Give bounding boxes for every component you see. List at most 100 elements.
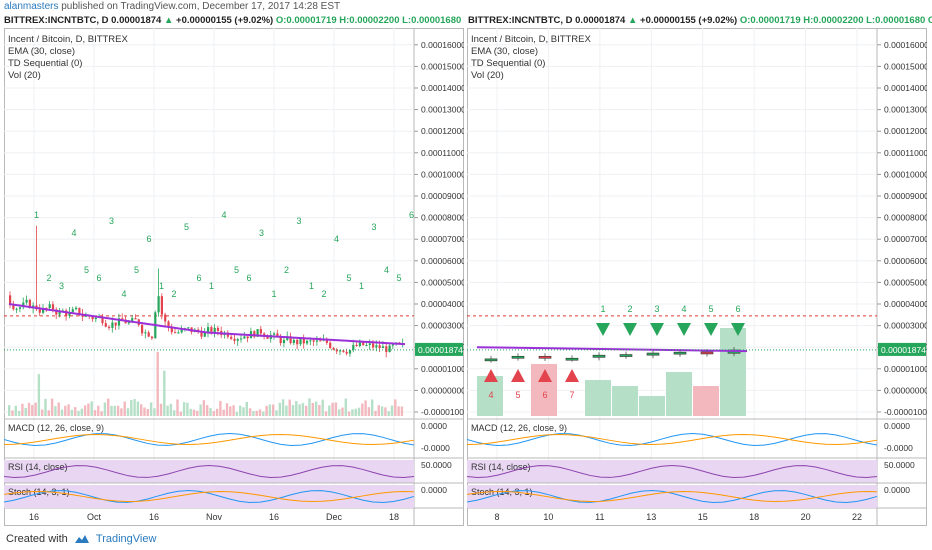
candle-body	[164, 314, 167, 322]
y-tick-label: 0.00005000	[884, 277, 927, 287]
volume-bar	[298, 404, 301, 416]
macd-tick-label: -0.0000	[884, 443, 913, 453]
volume-bar	[272, 404, 275, 416]
volume-bar	[390, 405, 394, 416]
candle-body	[51, 304, 55, 310]
td-count-label: 5	[347, 273, 352, 283]
sell-setup-arrow-icon	[704, 323, 718, 336]
candle-body	[150, 336, 154, 339]
x-tick-label: 16	[29, 512, 39, 522]
volume-bar	[159, 403, 163, 416]
volume-bar	[54, 406, 57, 416]
volume-bar	[311, 402, 314, 416]
macd-signal-line	[467, 433, 878, 445]
author-link[interactable]: alanmasters	[4, 1, 59, 12]
y-tick-label: 0.00015000	[884, 61, 927, 71]
candle-body	[114, 322, 117, 326]
legend-ema: EMA (30, close)	[8, 46, 75, 57]
candle-body	[48, 304, 51, 309]
volume-bar	[229, 406, 232, 416]
volume-bar	[281, 399, 285, 416]
volume-bar	[179, 411, 182, 416]
x-tick-label: Dec	[326, 512, 343, 522]
volume-bar	[334, 402, 338, 416]
footer-brand[interactable]: TradingView	[95, 533, 157, 545]
td-count-label: 5	[234, 265, 239, 275]
chart-right[interactable]: 0.00016000 0.00015000 0.00014000 0.00013000…	[467, 28, 927, 526]
buy-setup-count: 5	[515, 390, 520, 400]
volume-bar	[361, 403, 364, 416]
td-count-label: 1	[209, 281, 214, 291]
up-arrow-icon: ▲	[627, 15, 638, 26]
volume-bar	[146, 408, 149, 416]
volume-bar	[318, 404, 321, 416]
volume-bar	[235, 411, 239, 416]
volume-bar	[258, 409, 262, 416]
y-tick-label: 0.00011000	[884, 148, 927, 158]
rsi-band	[467, 460, 877, 483]
candle-body	[240, 338, 243, 340]
volume-bar	[47, 410, 50, 416]
volume-bar	[387, 411, 390, 416]
candle-body	[157, 296, 160, 313]
volume-bar	[351, 409, 354, 416]
stoch-tick-label: 0.0000	[421, 485, 447, 495]
candle-body	[484, 358, 498, 362]
td-count-label: 1	[359, 281, 364, 291]
last-price-badge	[415, 342, 463, 356]
volume-bar	[321, 399, 324, 416]
td-count-label: 2	[322, 289, 327, 299]
volume-bar	[215, 408, 219, 416]
candle-body	[375, 345, 378, 348]
candle-body	[187, 327, 190, 329]
rsi-label: RSI (14, close)	[471, 462, 531, 472]
volume-bar	[93, 410, 97, 416]
sell-setup-count: 4	[681, 304, 686, 314]
volume-bar	[176, 399, 179, 416]
volume-bar	[60, 409, 64, 416]
volume-bar	[400, 406, 404, 416]
last-price-badge	[878, 342, 926, 356]
volume-bar	[166, 405, 169, 416]
volume-bar	[31, 405, 34, 416]
sell-setup-count: 5	[708, 304, 713, 314]
volume-bar	[357, 407, 361, 416]
volume-bar	[14, 405, 17, 416]
volume-bar	[196, 410, 199, 416]
volume-bar	[341, 407, 344, 416]
buy-setup-arrow-icon	[511, 369, 525, 382]
candle-body	[315, 340, 319, 342]
td-count-label: 1	[309, 281, 314, 291]
volume-bar	[219, 400, 222, 416]
volume-bar	[232, 405, 235, 416]
price: 0.00001874	[111, 15, 162, 26]
rsi-line	[4, 464, 415, 478]
candle-body	[292, 339, 295, 344]
volume-bar	[110, 405, 113, 416]
candle-body	[332, 347, 335, 350]
candle-body	[279, 335, 282, 344]
volume-bar	[67, 404, 70, 416]
volume-bar	[397, 406, 400, 416]
volume-bar	[90, 401, 93, 416]
candle-body	[141, 324, 144, 334]
candle-body	[325, 339, 328, 343]
candle-body	[385, 346, 388, 353]
candle-body	[355, 344, 358, 347]
legend-vol: Vol (20)	[471, 70, 504, 81]
volume-bar	[222, 409, 225, 416]
candle-body	[147, 332, 150, 337]
candle-body	[646, 352, 660, 356]
chart-left[interactable]: 0.00016000 0.00015000 0.00014000 0.00013000…	[4, 28, 464, 526]
volume-bar	[120, 408, 123, 416]
y-tick-label: 0.00009000	[884, 191, 927, 201]
macd-tick-label: 0.0000	[884, 421, 910, 431]
candle-body	[259, 329, 262, 334]
candle-body	[391, 344, 394, 346]
volume-bar	[11, 410, 14, 416]
candle-body	[329, 342, 332, 348]
volume-bar	[136, 401, 140, 416]
y-tick-label: 0.00006000	[884, 256, 927, 266]
y-tick-label: 0.00004000	[884, 299, 927, 309]
chart-frame	[467, 28, 927, 526]
